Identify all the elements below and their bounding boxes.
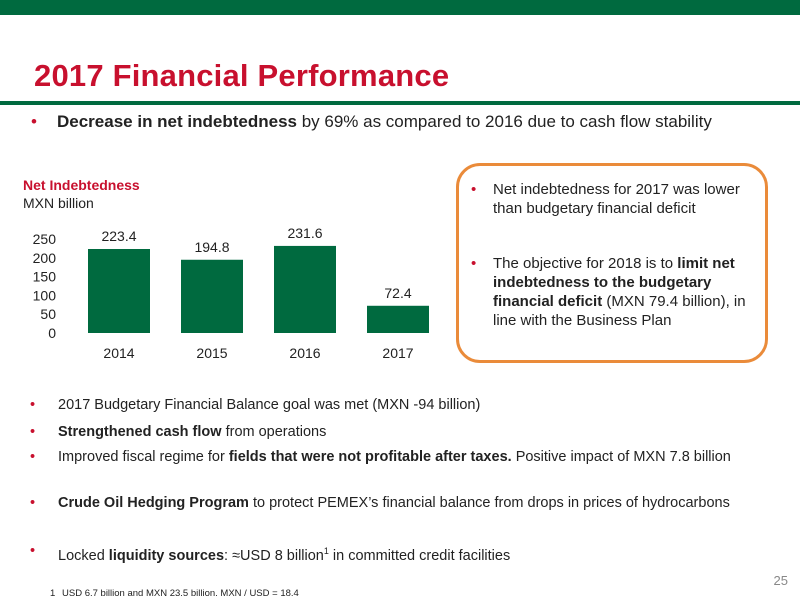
bullet-hedging-program: • Crude Oil Hedging Program to protect P…: [30, 494, 748, 513]
title-underline: [0, 101, 800, 105]
data-label-2017: 72.4: [384, 285, 411, 301]
bullet-cash-flow: • Strengthened cash flow from operations: [30, 423, 758, 442]
bullet-marker: •: [30, 397, 36, 413]
bullet-marker: •: [30, 495, 36, 511]
bullet-marker: •: [30, 543, 36, 559]
x-tick-label-2017: 2017: [382, 345, 413, 361]
top-brand-bar: [0, 0, 800, 15]
intro-bullet-bold: Decrease in net indebtedness: [57, 112, 297, 131]
data-label-2015: 194.8: [194, 239, 229, 255]
y-tick-label: 100: [33, 287, 57, 303]
intro-bullet: • Decrease in net indebtedness by 69% as…: [31, 111, 757, 133]
bullet-balance-goal: • 2017 Budgetary Financial Balance goal …: [30, 396, 758, 415]
chart-title: Net Indebtedness: [23, 177, 140, 193]
bar-2014: [88, 249, 150, 333]
bullet-liquidity-pre: Locked: [58, 547, 109, 564]
bullet-fiscal-regime-bold: fields that were not profitable after ta…: [228, 449, 512, 465]
footnote: 1 USD 6.7 billion and MXN 23.5 billion. …: [50, 588, 299, 599]
bar-2017: [367, 305, 429, 333]
y-tick-label: 150: [33, 269, 57, 285]
bullet-marker: •: [30, 449, 36, 465]
callout-bullet-2-bold: limit net indebtedness to the budgetary …: [493, 255, 735, 310]
y-tick-label: 50: [40, 306, 56, 322]
bullet-liquidity-mid: : ≈USD 8 billion: [224, 547, 324, 564]
y-tick-label: 250: [33, 231, 57, 247]
bullet-marker: •: [471, 181, 477, 198]
callout-box: • Net indebtedness for 2017 was lower th…: [456, 163, 768, 363]
callout-bullet-2: • The objective for 2018 is to limit net…: [471, 254, 749, 330]
bar-2015: [181, 259, 243, 333]
callout-bullet-2-post: (MXN 79.4 billion), in line with the Bus…: [493, 293, 746, 329]
bullet-marker: •: [30, 424, 36, 440]
bullet-balance-goal-text: 2017 Budgetary Financial Balance goal wa…: [58, 397, 481, 413]
x-tick-label-2016: 2016: [289, 345, 320, 361]
bullet-fiscal-regime: • Improved fiscal regime for fields that…: [30, 448, 738, 467]
bullet-liquidity-post: in committed credit facilities: [328, 547, 511, 564]
bullet-hedging-program-bold: Crude Oil Hedging Program: [58, 495, 249, 511]
footnote-reference: 1: [323, 546, 329, 556]
callout-bullet-1-text: Net indebtedness for 2017 was lower than…: [493, 181, 740, 217]
bar-2016: [274, 245, 336, 333]
bullet-liquidity-bold: liquidity sources: [108, 547, 225, 564]
bullet-liquidity: • Locked liquidity sources: ≈USD 8 billi…: [30, 542, 758, 566]
net-indebtedness-bar-chart: 0 50 100 150 200 250 223.4 2014 194.8 2015 231.6 20…: [33, 225, 429, 361]
y-tick-label: 0: [48, 325, 56, 341]
bullet-cash-flow-bold: Strengthened cash flow: [58, 424, 222, 440]
page-number: 25: [773, 573, 788, 588]
slide-title: 2017 Financial Performance: [34, 58, 450, 93]
x-tick-label-2015: 2015: [196, 345, 227, 361]
y-tick-label: 200: [33, 250, 57, 266]
data-label-2014: 223.4: [101, 228, 136, 244]
footnote-text: USD 6.7 billion and MXN 23.5 billion. MX…: [62, 588, 299, 599]
bullet-marker: •: [471, 255, 477, 272]
bullet-marker: •: [31, 112, 37, 131]
callout-bullet-1: • Net indebtedness for 2017 was lower th…: [471, 180, 743, 218]
bullet-cash-flow-text: from operations: [221, 424, 327, 440]
callout-bullet-2-pre: The objective for 2018 is to: [493, 255, 678, 272]
bullet-hedging-program-text: to protect PEMEX’s financial balance fro…: [248, 495, 730, 511]
bullet-fiscal-regime-post: Positive impact of MXN 7.8 billion: [511, 449, 731, 465]
x-tick-label-2014: 2014: [103, 345, 134, 361]
chart-unit-label: MXN billion: [23, 195, 94, 211]
intro-bullet-text: by 69% as compared to 2016 due to cash f…: [296, 112, 712, 131]
bullet-fiscal-regime-pre: Improved fiscal regime for: [58, 449, 229, 465]
footnote-mark: 1: [50, 588, 56, 599]
data-label-2016: 231.6: [287, 225, 322, 241]
